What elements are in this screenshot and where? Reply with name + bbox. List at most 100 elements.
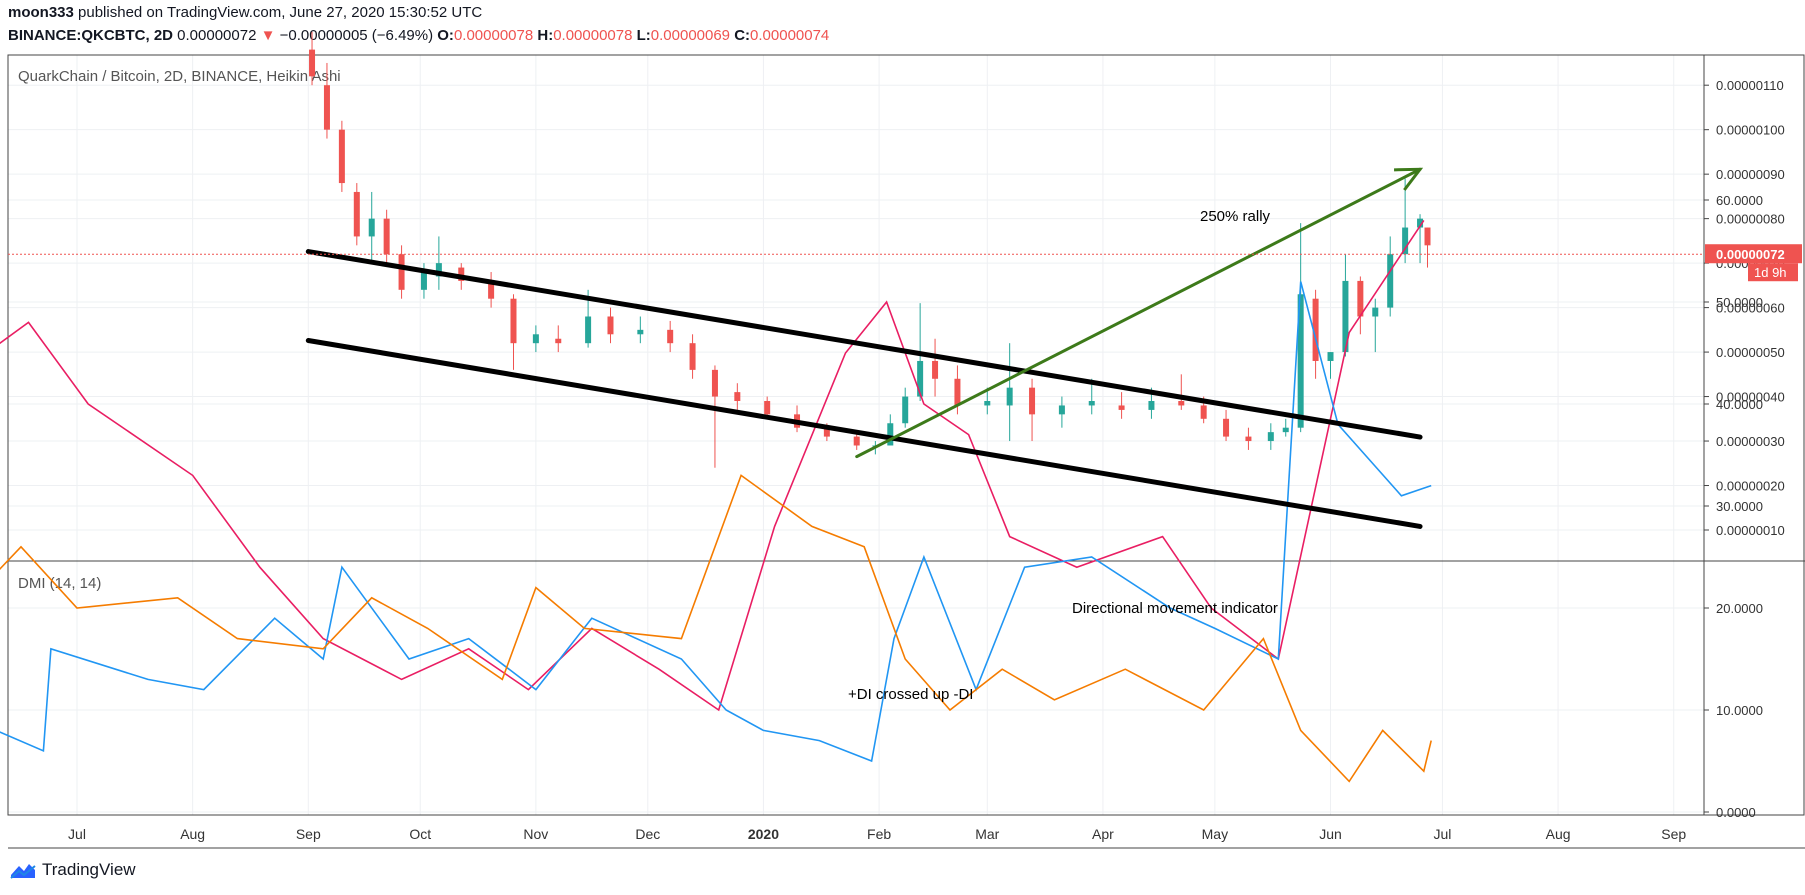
time-tick-label: Apr — [1092, 826, 1114, 842]
candle-body — [532, 334, 539, 344]
candle-body — [353, 191, 360, 237]
candle-body — [1058, 405, 1065, 415]
dmi-tick-label: 50.0000 — [1716, 295, 1763, 310]
time-tick-label: 2020 — [748, 826, 779, 842]
price-tick-label: 0.00000020 — [1716, 479, 1785, 494]
high-label: H: — [537, 27, 554, 44]
symbol-label[interactable]: BINANCE:QKCBTC, 2D — [8, 27, 173, 44]
dmi-adx-line — [0, 219, 1425, 712]
ohlc-legend: BINANCE:QKCBTC, 2D 0.00000072 ▼ −0.00000… — [8, 27, 829, 44]
candle-body — [1297, 294, 1304, 428]
time-tick-label: Jul — [68, 826, 86, 842]
candle-body — [510, 298, 517, 344]
crossover-annotation: +DI crossed up -DI — [848, 686, 973, 703]
price-tick-label: 0.00000090 — [1716, 167, 1785, 182]
last-price-label: 0.00000072 — [1716, 247, 1785, 262]
time-tick-label: Sep — [1661, 826, 1686, 842]
candle-body — [1327, 352, 1334, 361]
dmi-tick-label: 20.0000 — [1716, 601, 1763, 616]
price-axis[interactable]: 0.00000010 0.00000020 0.00000030 0.00000040… — [8, 78, 1802, 820]
time-tick-label: Nov — [523, 826, 548, 842]
dmi-plus-di-line — [0, 281, 1432, 763]
publish-info: moon333 published on TradingView.com, Ju… — [8, 4, 482, 21]
time-tick-label: Aug — [1546, 826, 1571, 842]
open-label: O: — [437, 27, 454, 44]
arrow-head-icon — [1394, 167, 1424, 191]
candle-body — [458, 267, 465, 281]
price-tick-label: 0.00000060 — [1716, 301, 1785, 316]
time-axis[interactable]: Jul Aug Sep Oct Nov Dec 2020 Feb Mar Apr May Jun Jul… — [68, 826, 1686, 842]
dmi-annotation: Directional movement indicator — [1072, 600, 1278, 617]
countdown-label: 1d 9h — [1754, 265, 1787, 280]
candle-body — [1417, 218, 1424, 228]
candle-body — [932, 360, 939, 379]
published-text: published on TradingView.com, June 27, 2… — [78, 4, 483, 21]
candle-body — [954, 378, 961, 406]
candle-body — [435, 263, 442, 277]
dmi-tick-label: 0.0000 — [1716, 805, 1756, 820]
rally-arrow-line — [855, 167, 1422, 459]
candle-body — [368, 218, 375, 237]
high-value: 0.00000078 — [553, 27, 633, 44]
close-value: 0.00000074 — [750, 27, 830, 44]
drawings[interactable] — [305, 167, 1424, 529]
price-tick-label: 0.00000010 — [1716, 523, 1785, 538]
time-tick-label: Dec — [635, 826, 660, 842]
countdown-badge — [1748, 263, 1798, 282]
dmi-lines — [0, 219, 1432, 783]
candle-body — [1223, 418, 1230, 437]
candle-body — [1178, 401, 1185, 406]
candle-body — [420, 272, 427, 290]
candle-body — [1387, 254, 1394, 308]
candle-body — [1357, 280, 1364, 317]
publisher-name[interactable]: moon333 — [8, 4, 74, 21]
tradingview-logo[interactable]: TradingView — [10, 860, 136, 880]
price-tick-label: 0.00000080 — [1716, 212, 1785, 227]
down-arrow-icon: ▼ — [260, 27, 276, 44]
candle-body — [555, 338, 562, 344]
candle-body — [764, 401, 771, 415]
candle-body — [1245, 436, 1252, 442]
candle-body — [488, 280, 495, 299]
dmi-minus-di-line — [0, 474, 1432, 783]
candle-body — [1342, 280, 1349, 353]
candle-body — [1118, 405, 1125, 410]
dmi-tick-label: 10.0000 — [1716, 703, 1763, 718]
price-tick-label: 0.00000030 — [1716, 434, 1785, 449]
time-tick-label: Sep — [296, 826, 321, 842]
candle-body — [823, 427, 830, 437]
candle-body — [917, 360, 924, 397]
candle-body — [667, 329, 674, 344]
price-tick-label: 0.00000040 — [1716, 390, 1785, 405]
candle-body — [1088, 401, 1095, 406]
candle-body — [637, 329, 644, 335]
channel-line — [305, 249, 1423, 440]
candle-body — [1006, 387, 1013, 406]
candle-body — [1312, 298, 1319, 361]
candle-body — [853, 436, 860, 446]
candle-body — [902, 396, 909, 424]
dmi-tick-label: 30.0000 — [1716, 499, 1763, 514]
last-price-badge — [1705, 244, 1802, 264]
time-tick-label: Oct — [409, 826, 431, 842]
dmi-tick-label: 40.0000 — [1716, 397, 1763, 412]
price-tick-label: 0.00000100 — [1716, 123, 1785, 138]
time-tick-label: Jul — [1433, 826, 1451, 842]
price-tick-label: 0.00000050 — [1716, 345, 1785, 360]
candle-body — [1200, 405, 1207, 419]
candle-body — [398, 254, 405, 290]
tradingview-logo-icon — [10, 864, 36, 879]
dmi-pane-title: DMI (14, 14) — [18, 575, 101, 592]
low-value: 0.00000069 — [650, 27, 731, 44]
time-tick-label: Aug — [180, 826, 205, 842]
candle-body — [607, 316, 614, 335]
candle-body — [689, 343, 696, 370]
panel-frame — [7, 54, 1805, 849]
open-value: 0.00000078 — [453, 27, 534, 44]
brand-name: TradingView — [42, 860, 136, 879]
candle-body — [383, 218, 390, 255]
time-tick-label: May — [1202, 826, 1228, 842]
chart-border — [7, 54, 1805, 816]
last-price: 0.00000072 — [177, 27, 257, 44]
